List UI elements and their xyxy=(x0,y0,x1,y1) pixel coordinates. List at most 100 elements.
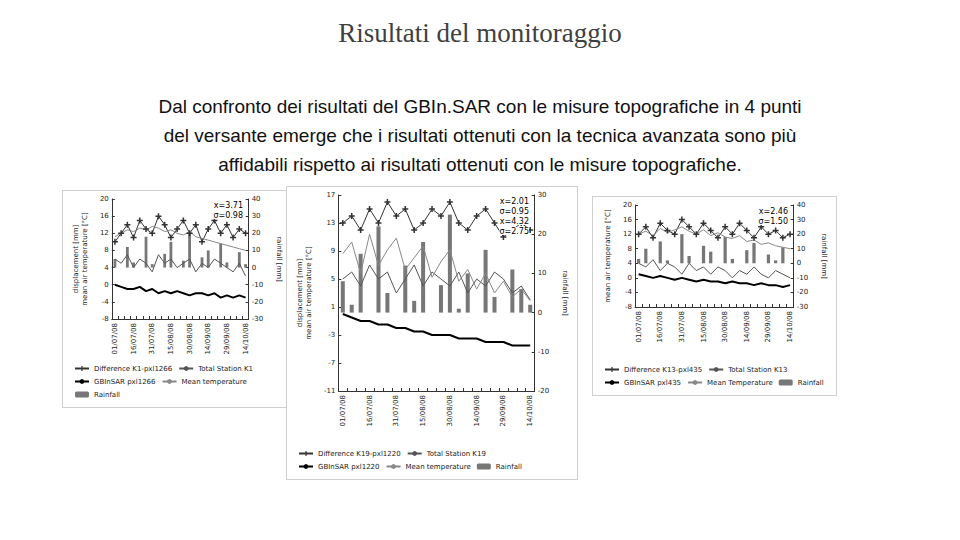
svg-text:29/09/08: 29/09/08 xyxy=(764,311,772,342)
svg-text:0: 0 xyxy=(628,274,632,282)
svg-text:σ=0.95: σ=0.95 xyxy=(499,207,529,216)
svg-text:-8: -8 xyxy=(625,303,632,311)
svg-text:14/09/08: 14/09/08 xyxy=(473,395,481,426)
svg-text:-10: -10 xyxy=(538,348,549,356)
svg-text:15/08/08: 15/08/08 xyxy=(419,395,427,426)
svg-text:20: 20 xyxy=(252,229,261,237)
svg-text:5: 5 xyxy=(331,275,335,283)
svg-text:14/10/08: 14/10/08 xyxy=(786,311,794,342)
svg-text:rainfall [mm]: rainfall [mm] xyxy=(820,233,828,279)
svg-text:x=2.46: x=2.46 xyxy=(759,207,788,216)
svg-text:30/08/08: 30/08/08 xyxy=(186,323,194,354)
svg-text:Difference K13-pxl435: Difference K13-pxl435 xyxy=(624,366,702,374)
svg-text:displacement [mm]: displacement [mm] xyxy=(72,224,80,293)
svg-text:40: 40 xyxy=(797,201,806,209)
svg-text:29/09/08: 29/09/08 xyxy=(499,395,507,426)
svg-text:x=2.01: x=2.01 xyxy=(500,197,529,206)
svg-text:01/07/08: 01/07/08 xyxy=(635,311,643,342)
svg-text:01/07/08: 01/07/08 xyxy=(339,395,347,426)
svg-text:12: 12 xyxy=(100,229,109,237)
svg-text:Mean Temperature: Mean Temperature xyxy=(707,379,773,387)
svg-text:Rainfall: Rainfall xyxy=(94,391,120,399)
svg-text:Difference K1-pxl1266: Difference K1-pxl1266 xyxy=(94,365,173,373)
svg-text:14/09/08: 14/09/08 xyxy=(204,323,212,354)
svg-text:31/07/08: 31/07/08 xyxy=(148,323,156,354)
svg-text:8: 8 xyxy=(104,246,108,254)
svg-text:30: 30 xyxy=(252,212,261,220)
svg-text:20: 20 xyxy=(100,195,109,203)
svg-text:-20: -20 xyxy=(538,387,549,395)
svg-text:Total Station K13: Total Station K13 xyxy=(727,366,787,374)
svg-text:16: 16 xyxy=(100,212,109,220)
svg-text:mean air temperature [°C]: mean air temperature [°C] xyxy=(604,209,612,303)
svg-text:1: 1 xyxy=(331,303,335,311)
svg-text:displacement [mm]: displacement [mm] xyxy=(296,258,304,327)
svg-text:σ=0.98: σ=0.98 xyxy=(213,211,243,220)
svg-text:13: 13 xyxy=(326,219,335,227)
svg-text:30/08/08: 30/08/08 xyxy=(446,395,454,426)
svg-text:4: 4 xyxy=(104,264,109,272)
svg-text:15/08/08: 15/08/08 xyxy=(700,311,708,342)
svg-text:-20: -20 xyxy=(797,288,808,296)
svg-text:-4: -4 xyxy=(102,298,110,306)
svg-text:Rainfall: Rainfall xyxy=(496,463,522,471)
svg-text:14/10/08: 14/10/08 xyxy=(242,323,250,354)
svg-text:GBInSAR pxl435: GBInSAR pxl435 xyxy=(624,379,681,387)
svg-text:0: 0 xyxy=(252,264,256,272)
svg-text:-4: -4 xyxy=(625,288,633,296)
svg-text:9: 9 xyxy=(331,247,335,255)
svg-text:x=3.71: x=3.71 xyxy=(214,201,243,210)
svg-text:20: 20 xyxy=(797,230,806,238)
svg-text:mean air temperature [°C]: mean air temperature [°C] xyxy=(81,212,89,306)
svg-text:-10: -10 xyxy=(797,274,808,282)
svg-text:GBInSAR pxl1266: GBInSAR pxl1266 xyxy=(94,378,156,386)
svg-text:10: 10 xyxy=(538,269,547,277)
svg-text:30: 30 xyxy=(538,191,547,199)
svg-text:-3: -3 xyxy=(328,331,335,339)
svg-text:σ=1.50: σ=1.50 xyxy=(758,217,788,226)
svg-text:15/08/08: 15/08/08 xyxy=(167,323,175,354)
svg-text:14/09/08: 14/09/08 xyxy=(743,311,751,342)
svg-text:29/09/08: 29/09/08 xyxy=(223,323,231,354)
svg-text:Total Station K1: Total Station K1 xyxy=(197,365,253,373)
svg-text:Total Station K19: Total Station K19 xyxy=(426,450,486,458)
svg-text:-11: -11 xyxy=(324,387,335,395)
svg-text:14/10/08: 14/10/08 xyxy=(526,395,534,426)
svg-text:0: 0 xyxy=(538,309,542,317)
svg-text:10: 10 xyxy=(252,246,261,254)
svg-text:17: 17 xyxy=(326,191,335,199)
svg-text:Difference K19-pxl1220: Difference K19-pxl1220 xyxy=(318,450,401,458)
svg-text:rainfall [mm]: rainfall [mm] xyxy=(275,236,283,282)
svg-text:Mean temperature: Mean temperature xyxy=(406,463,471,471)
svg-text:31/07/08: 31/07/08 xyxy=(678,311,686,342)
svg-text:16: 16 xyxy=(623,216,632,224)
svg-text:10: 10 xyxy=(797,245,806,253)
svg-text:30: 30 xyxy=(797,216,806,224)
svg-text:40: 40 xyxy=(252,195,261,203)
svg-text:8: 8 xyxy=(628,245,632,253)
svg-text:01/07/08: 01/07/08 xyxy=(111,323,119,354)
svg-text:mean air temperature [°C]: mean air temperature [°C] xyxy=(305,246,313,340)
svg-text:-7: -7 xyxy=(328,359,335,367)
svg-text:20: 20 xyxy=(538,230,547,238)
svg-text:31/07/08: 31/07/08 xyxy=(392,395,400,426)
svg-text:0: 0 xyxy=(797,259,801,267)
svg-text:16/07/08: 16/07/08 xyxy=(366,395,374,426)
svg-text:4: 4 xyxy=(628,259,633,267)
svg-text:Rainfall: Rainfall xyxy=(798,379,824,387)
svg-text:16/07/08: 16/07/08 xyxy=(130,323,138,354)
svg-text:30/08/08: 30/08/08 xyxy=(721,311,729,342)
svg-text:-20: -20 xyxy=(252,298,263,306)
svg-text:-10: -10 xyxy=(252,281,263,289)
svg-text:20: 20 xyxy=(623,201,632,209)
svg-text:-30: -30 xyxy=(252,315,263,323)
svg-text:GBInSAR pxl1220: GBInSAR pxl1220 xyxy=(318,463,380,471)
svg-text:x=4.32: x=4.32 xyxy=(500,217,529,226)
svg-text:σ=2.75: σ=2.75 xyxy=(499,227,529,236)
svg-text:-30: -30 xyxy=(797,303,808,311)
svg-text:16/07/08: 16/07/08 xyxy=(656,311,664,342)
svg-text:-8: -8 xyxy=(102,315,109,323)
svg-text:rainfall [mm]: rainfall [mm] xyxy=(561,270,569,316)
svg-text:Mean temperature: Mean temperature xyxy=(182,378,247,386)
svg-text:0: 0 xyxy=(104,281,108,289)
